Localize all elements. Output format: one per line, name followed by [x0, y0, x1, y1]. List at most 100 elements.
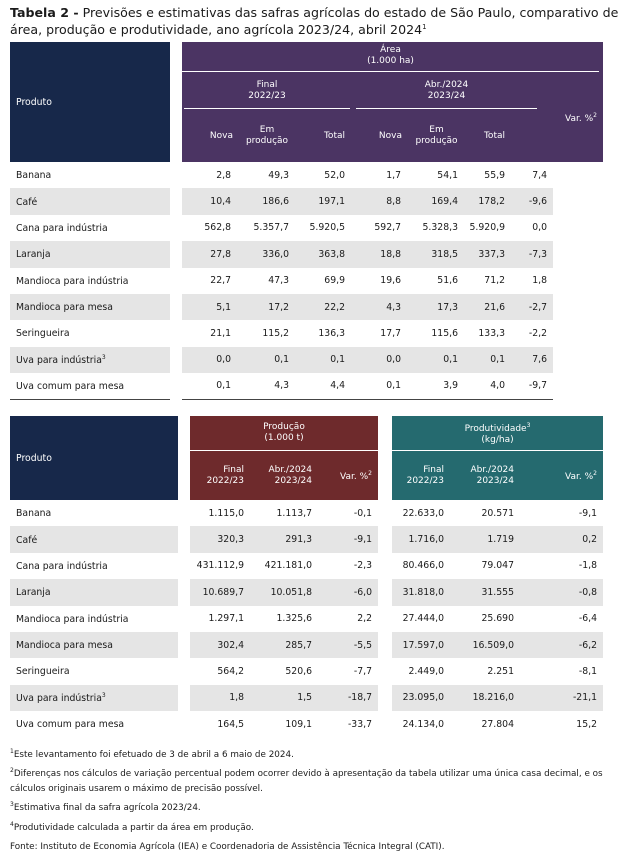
area-cell: 592,7 — [374, 222, 401, 234]
production-table: Produto Produção (1.000 t) Produtividade… — [10, 416, 603, 738]
area-cell: 7,6 — [509, 346, 553, 374]
area-cell: 17,3 — [408, 293, 465, 321]
table-row: Banana 1.115,0 1.113,7 -0,1 22.633,0 20.571 -9… — [10, 500, 603, 527]
footnote: 4Produtividade calculada a partir da áre… — [10, 820, 254, 833]
area-col-nova-abr: Nova — [352, 110, 408, 162]
area-cell: 69,9 — [324, 275, 345, 287]
area-cell: 8,8 — [352, 188, 408, 215]
production-cell: 1.325,6 — [276, 613, 313, 625]
table-row: Uva comum para mesa 0,1 4,3 4,4 0,1 3,9 4,0 -9,… — [10, 373, 603, 400]
area-cell: 49,3 — [268, 169, 289, 181]
product-name: Café — [10, 188, 170, 215]
productivity-cell: 27.444,0 — [402, 613, 444, 625]
productivity-cell: 80.466,0 — [402, 560, 444, 572]
productivity-cell: -8,1 — [578, 666, 597, 678]
footnotes: 1Este levantamento foi efetuado de 3 de … — [10, 744, 610, 852]
production-group-header: Produção (1.000 t) — [190, 416, 378, 450]
area-col-nova-final: Nova — [182, 110, 238, 162]
area-cell: 22,7 — [210, 275, 231, 287]
area-cell: 5.920,9 — [469, 222, 506, 234]
production-cell: 291,3 — [250, 526, 320, 553]
product-name: Seringueira — [16, 328, 70, 340]
area-table-product-header: Produto — [10, 42, 170, 162]
table-row: Cana para indústria 562,8 5.357,7 5.920,5 59… — [10, 214, 603, 242]
product-name: Cana para indústria — [16, 561, 108, 573]
productivity-cell: 2.449,0 — [408, 666, 445, 678]
area-cell: 0,1 — [352, 373, 408, 400]
area-cell: 3,9 — [408, 373, 465, 400]
area-cell: -2,7 — [509, 293, 553, 321]
area-cell: 1,7 — [386, 169, 401, 181]
area-cell: 27,8 — [182, 241, 238, 268]
table-row: Uva para indústria3 1,8 1,5 -18,7 23.095,0 18… — [10, 684, 603, 712]
area-cell: 22,2 — [296, 293, 352, 321]
production-col-abr: Abr./2024 2023/24 — [250, 450, 320, 500]
productivity-cell: 25.690 — [481, 613, 514, 625]
area-cell: 0,1 — [238, 346, 296, 374]
production-cell: -5,5 — [320, 631, 378, 659]
product-name: Banana — [16, 170, 52, 182]
area-cell: 178,2 — [465, 188, 509, 215]
table-title-text: Previsões e estimativas das safras agríc… — [10, 5, 619, 37]
area-cell: 10,4 — [182, 188, 238, 215]
production-cell: -6,0 — [320, 579, 378, 606]
productivity-cell: 18.216,0 — [450, 684, 524, 712]
area-cell: 17,7 — [380, 328, 401, 340]
area-col-em-producao-abr: Em produção — [408, 110, 465, 162]
product-name: Mandioca para indústria — [16, 275, 129, 287]
productivity-cell: 16.509,0 — [450, 631, 524, 659]
productivity-col-final: Final 2022/23 — [392, 450, 450, 500]
productivity-col-var: Var. %2 — [524, 450, 603, 500]
area-abr-header: Abr./2024 2023/24 — [352, 72, 553, 110]
area-cell: 115,2 — [262, 328, 289, 340]
product-name: Uva comum para mesa — [10, 373, 170, 400]
production-cell: 520,6 — [285, 666, 312, 678]
product-name: Banana — [16, 508, 52, 520]
area-cell: 336,0 — [238, 241, 296, 268]
area-cell: -7,3 — [509, 241, 553, 268]
production-cell: 320,3 — [190, 526, 250, 553]
area-cell: 21,1 — [210, 328, 231, 340]
area-cell: 21,6 — [465, 293, 509, 321]
table-title: Tabela 2 - Previsões e estimativas das s… — [10, 4, 622, 38]
productivity-cell: 15,2 — [576, 718, 597, 730]
production-cell: 2,2 — [357, 613, 372, 625]
productivity-cell: 79.047 — [481, 560, 514, 572]
table-row: Mandioca para mesa 5,1 17,2 22,2 4,3 17,3 21,6… — [10, 293, 603, 321]
table-row: Laranja 27,8 336,0 363,8 18,8 318,5 337,3 -7,3 — [10, 241, 603, 268]
productivity-cell: 24.134,0 — [402, 718, 444, 730]
area-cell: 186,6 — [238, 188, 296, 215]
product-name: Laranja — [10, 241, 170, 268]
area-cell: 1,8 — [532, 275, 547, 287]
production-cell: 1.297,1 — [208, 613, 245, 625]
productivity-cell: 0,2 — [524, 526, 603, 553]
productivity-cell: -1,8 — [578, 560, 597, 572]
table-row: Laranja 10.689,7 10.051,8 -6,0 31.818,0 31.55… — [10, 579, 603, 606]
productivity-group-header: Produtividade3 (kg/ha) — [392, 416, 603, 450]
area-cell: 136,3 — [318, 328, 345, 340]
area-cell: 363,8 — [296, 241, 352, 268]
footnote: 1Este levantamento foi efetuado de 3 de … — [10, 748, 294, 760]
table-row: Mandioca para indústria 1.297,1 1.325,6 2,2… — [10, 605, 603, 632]
area-cell: 4,4 — [296, 373, 352, 400]
area-cell: 55,9 — [484, 169, 505, 181]
table-row: Café 320,3 291,3 -9,1 1.716,0 1.719 0,2 — [10, 526, 603, 553]
production-cell: -7,7 — [353, 666, 372, 678]
area-var-header: Var. %2 — [553, 72, 603, 162]
productivity-cell: -6,4 — [578, 613, 597, 625]
area-cell: 4,3 — [352, 293, 408, 321]
product-name: Uva para indústria3 — [10, 346, 170, 374]
productivity-cell: 27.804 — [481, 718, 514, 730]
area-cell: 5.328,3 — [422, 222, 459, 234]
productivity-cell: 23.095,0 — [392, 684, 450, 712]
table-row: Mandioca para mesa 302,4 285,7 -5,5 17.597,0… — [10, 631, 603, 659]
product-name: Mandioca para mesa — [10, 293, 170, 321]
area-cell: 133,3 — [478, 328, 505, 340]
table-row: Uva comum para mesa 164,5 109,1 -33,7 24.134… — [10, 711, 603, 738]
production-col-final: Final 2022/23 — [190, 450, 250, 500]
area-cell: 17,2 — [238, 293, 296, 321]
production-cell: 285,7 — [250, 631, 320, 659]
production-cell: 431.112,9 — [196, 560, 244, 572]
production-cell: 564,2 — [217, 666, 244, 678]
production-cell: 1,5 — [250, 684, 320, 712]
